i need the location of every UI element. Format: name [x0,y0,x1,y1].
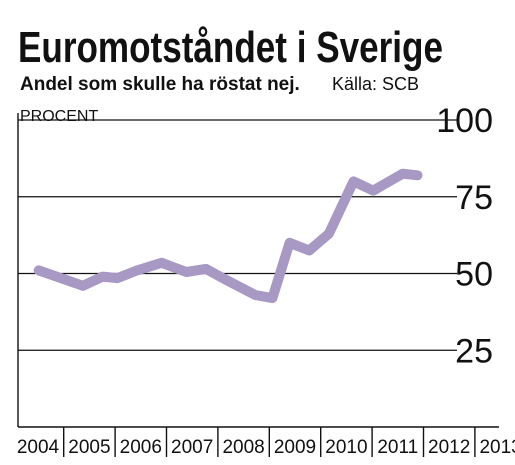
data-point-10 [271,297,273,299]
x-tick-label-2005: 2005 [68,437,110,458]
data-point-4 [136,269,138,271]
data-point-0 [38,269,40,271]
x-tick-label-2007: 2007 [171,437,213,458]
y-tick-label-50: 50 [455,256,493,294]
data-point-14 [353,180,354,182]
y-axis-label: PROCENT [20,108,98,125]
data-point-2 [102,276,104,278]
x-tick-label-2012: 2012 [428,437,470,458]
data-point-9 [254,294,256,296]
y-tick-label-25: 25 [455,332,493,370]
data-point-16 [402,173,404,175]
x-tick-label-2004: 2004 [17,437,60,458]
chart-title: Euromotståndet i Sverige [18,23,443,72]
y-tick-label-100: 100 [436,102,493,140]
data-point-15 [372,190,374,192]
x-tick-label-2011: 2011 [377,437,418,458]
data-point-7 [205,268,207,270]
data-point-5 [161,262,163,264]
y-tick-label-75: 75 [455,179,493,217]
chart-source: Källa: SCB [332,74,419,94]
x-tick-label-2008: 2008 [222,437,264,458]
y-tick-labels: 25 50 75 100 [436,102,493,370]
x-tick-label-2009: 2009 [274,437,316,458]
data-point-13 [328,233,330,235]
x-tick-labels: 2004 2005 2006 2007 2008 2009 2010 2011 2012 2013 [17,427,515,458]
x-tick-label-2013: 2013 [479,437,515,458]
data-point-11 [289,242,291,244]
data-point-6 [185,271,187,273]
data-point-12 [308,250,310,251]
x-tick-label-2006: 2006 [120,437,162,458]
grid [18,119,457,351]
chart-subtitle: Andel som skulle ha röstat nej. [20,74,300,95]
data-point-17 [417,174,418,176]
series-group [33,168,423,304]
data-point-1 [82,285,84,287]
axis-lines [17,113,499,428]
data-point-8 [225,279,227,281]
data-point-3 [116,277,118,279]
x-tick-label-2010: 2010 [325,437,367,458]
series-line-0 [33,168,423,304]
